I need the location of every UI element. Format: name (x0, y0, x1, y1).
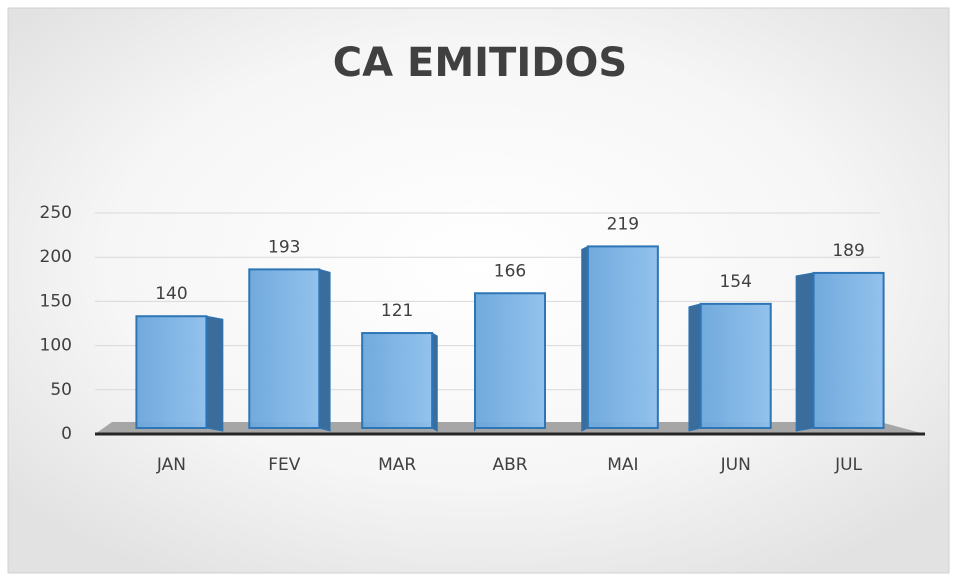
bar (812, 271, 885, 430)
bar (586, 245, 659, 429)
bar-side (318, 268, 331, 432)
data-label: 154 (719, 272, 751, 292)
x-tick-label: MAI (607, 455, 638, 475)
data-label: 121 (381, 301, 413, 321)
bar (248, 268, 321, 429)
x-tick-label: JUN (720, 455, 751, 475)
data-label: 219 (607, 214, 639, 234)
data-label: 193 (268, 237, 300, 257)
x-tick-label: FEV (268, 455, 301, 475)
x-tick-label: ABR (492, 455, 527, 475)
bar-side (205, 315, 224, 432)
bar (474, 292, 546, 430)
bar-side (688, 303, 702, 432)
bar-side (795, 272, 815, 432)
y-tick-label: 100 (40, 336, 72, 356)
y-tick-label: 50 (50, 380, 72, 400)
x-tick-label: JUL (834, 455, 862, 475)
chart-area (7, 7, 950, 574)
bar (361, 332, 434, 430)
x-tick-label: JAN (156, 455, 186, 475)
data-label: 166 (494, 261, 526, 281)
bar (699, 302, 772, 430)
y-tick-label: 200 (40, 247, 72, 267)
data-label: 140 (155, 284, 187, 304)
chart-title: CA EMITIDOS (333, 40, 627, 86)
y-tick-label: 150 (40, 291, 72, 311)
x-tick-label: MAR (378, 455, 416, 475)
y-tick-label: 250 (40, 203, 72, 223)
bar (135, 315, 208, 429)
data-label: 189 (832, 241, 864, 261)
y-tick-label: 0 (61, 424, 72, 444)
